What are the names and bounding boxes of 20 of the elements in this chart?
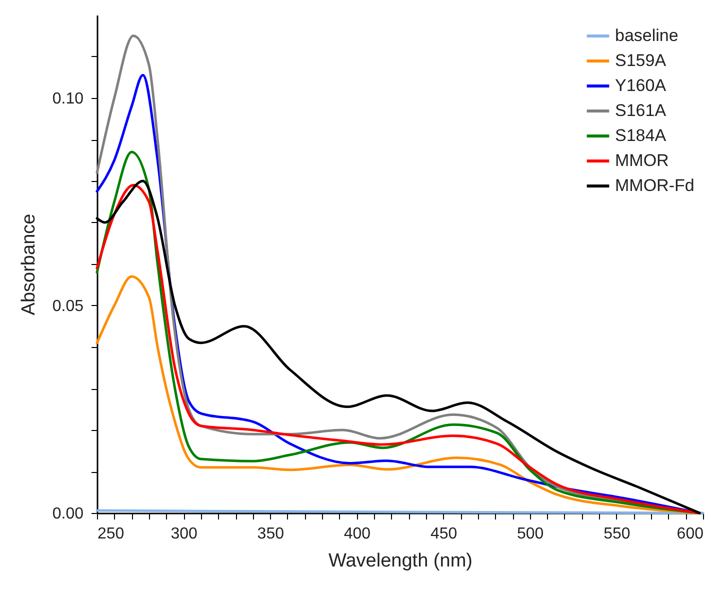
y-tick-label: 0.05 (52, 298, 84, 315)
legend-label: baseline (615, 26, 678, 45)
legend-label: S184A (615, 126, 667, 145)
y-tick-label: 0.00 (52, 506, 84, 522)
x-tick-label: 500 (517, 526, 544, 542)
x-tick-label: 600 (676, 526, 704, 542)
x-tick-label: 300 (170, 526, 198, 542)
x-tick-label: 250 (98, 526, 124, 542)
legend-label: Y160A (615, 76, 667, 95)
legend-label: MMOR (615, 151, 669, 170)
x-tick-label: 400 (344, 526, 371, 542)
x-axis-title: Wavelength (nm) (328, 550, 472, 572)
x-tick-label: 350 (257, 526, 284, 542)
legend-label: MMOR-Fd (615, 176, 694, 195)
y-tick-label: 0.10 (52, 90, 84, 108)
x-tick-label: 450 (430, 526, 458, 542)
legend-label: S159A (615, 51, 667, 70)
y-axis-title: Absorbance (18, 214, 40, 316)
legend-label: S161A (615, 101, 667, 120)
x-tick-label: 550 (604, 526, 630, 542)
